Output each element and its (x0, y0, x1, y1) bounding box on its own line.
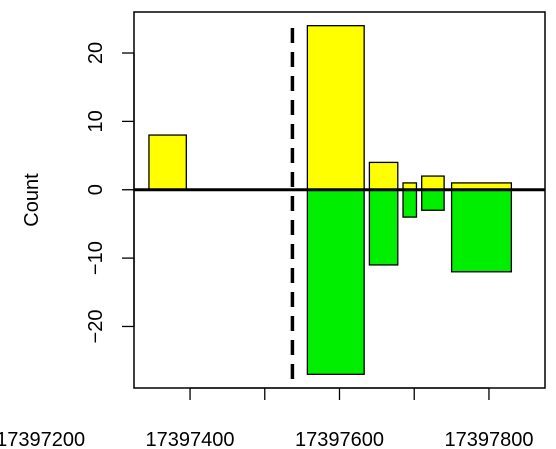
bar-s0-2 (368, 161, 399, 191)
bars-layer (148, 25, 513, 375)
x-tick-label-4: 17397600 (295, 429, 384, 449)
y-tick-label-4: 20 (85, 42, 107, 64)
bar-s1-0 (306, 189, 365, 375)
bar-s1-1 (368, 189, 399, 266)
y-axis: −20 −10 0 10 20 (85, 42, 135, 344)
y-tick-label-1: −10 (85, 241, 107, 275)
y-tick-label-3: 10 (85, 110, 107, 132)
bar-s1-3 (421, 189, 445, 211)
bar-s0-0 (148, 134, 187, 191)
x-tick-label-6: 17397800 (444, 429, 533, 449)
x-axis: 17397200 17397400 17397600 17397800 (0, 387, 533, 449)
x-tick-label-2: 17397400 (146, 429, 235, 449)
y-tick-label-2: 0 (85, 184, 107, 195)
x-tick-label-0: 17397200 (0, 429, 85, 449)
bar-s0-4 (421, 175, 445, 191)
y-axis-title: Count (21, 173, 43, 227)
bar-s1-4 (450, 189, 513, 273)
y-tick-label-0: −20 (85, 310, 107, 344)
bar-s0-1 (306, 25, 365, 191)
bar-s1-2 (402, 189, 418, 218)
